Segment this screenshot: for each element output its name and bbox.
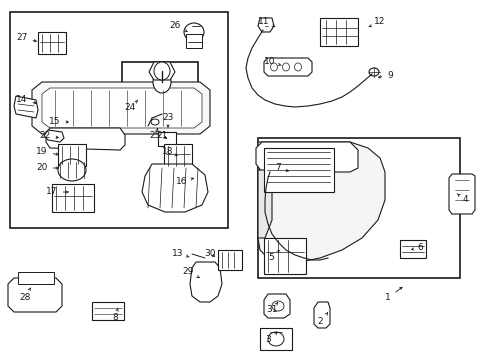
Bar <box>158 132 176 146</box>
Polygon shape <box>264 58 311 76</box>
Text: 15: 15 <box>49 117 68 126</box>
Bar <box>58 144 86 166</box>
Bar <box>18 272 54 284</box>
Polygon shape <box>8 278 62 312</box>
Text: 20: 20 <box>36 163 58 172</box>
Ellipse shape <box>153 71 171 93</box>
Bar <box>264 238 305 274</box>
Text: 9: 9 <box>378 71 392 80</box>
Bar <box>319 18 357 46</box>
Text: 4: 4 <box>456 194 467 204</box>
Text: 25: 25 <box>149 129 161 140</box>
Text: 16: 16 <box>176 177 193 186</box>
Text: 24: 24 <box>124 100 137 112</box>
Polygon shape <box>258 170 271 238</box>
Text: 5: 5 <box>267 251 279 262</box>
Ellipse shape <box>154 62 170 80</box>
Ellipse shape <box>183 23 203 41</box>
Polygon shape <box>142 164 207 212</box>
Bar <box>38 32 66 54</box>
Polygon shape <box>448 174 474 214</box>
Ellipse shape <box>58 159 86 181</box>
Polygon shape <box>149 62 175 80</box>
Text: 17: 17 <box>46 188 68 197</box>
Polygon shape <box>264 294 289 318</box>
Text: 8: 8 <box>112 308 118 323</box>
Text: 29: 29 <box>182 267 199 278</box>
Text: 1: 1 <box>385 287 401 302</box>
Text: 30: 30 <box>204 249 215 258</box>
Polygon shape <box>256 142 357 172</box>
Bar <box>185 34 202 48</box>
Polygon shape <box>313 302 329 328</box>
Bar <box>52 184 94 212</box>
Bar <box>258 138 459 278</box>
Text: 21: 21 <box>156 131 167 140</box>
Ellipse shape <box>294 63 301 71</box>
Text: 22: 22 <box>40 131 58 140</box>
Bar <box>10 12 227 228</box>
Polygon shape <box>44 130 64 142</box>
Ellipse shape <box>282 63 289 71</box>
Ellipse shape <box>271 301 284 311</box>
Bar <box>260 328 291 350</box>
Text: 10: 10 <box>264 58 281 67</box>
Bar <box>399 240 425 258</box>
Text: 7: 7 <box>275 163 288 172</box>
Text: 31: 31 <box>265 302 277 315</box>
Polygon shape <box>258 142 384 262</box>
Ellipse shape <box>270 63 277 71</box>
Polygon shape <box>190 262 222 302</box>
Polygon shape <box>258 18 273 32</box>
Text: 28: 28 <box>19 288 31 302</box>
Polygon shape <box>42 88 202 128</box>
Polygon shape <box>32 82 209 134</box>
Text: 3: 3 <box>264 332 277 345</box>
Text: 27: 27 <box>16 33 36 42</box>
Ellipse shape <box>267 332 284 346</box>
Text: 14: 14 <box>16 95 36 104</box>
Text: 2: 2 <box>317 313 327 327</box>
Polygon shape <box>46 128 125 150</box>
Text: 13: 13 <box>172 248 189 257</box>
Bar <box>122 62 198 128</box>
Text: 12: 12 <box>368 18 385 27</box>
Polygon shape <box>14 96 38 118</box>
Text: 6: 6 <box>410 243 422 252</box>
Bar <box>163 144 192 168</box>
Ellipse shape <box>151 119 159 125</box>
Bar <box>218 250 242 270</box>
Bar <box>92 302 124 320</box>
Text: 26: 26 <box>169 22 187 32</box>
Text: 11: 11 <box>258 18 275 27</box>
Text: 18: 18 <box>162 148 177 157</box>
Text: 23: 23 <box>162 113 173 127</box>
Bar <box>264 148 333 192</box>
Text: 19: 19 <box>36 148 58 157</box>
Ellipse shape <box>368 68 378 76</box>
